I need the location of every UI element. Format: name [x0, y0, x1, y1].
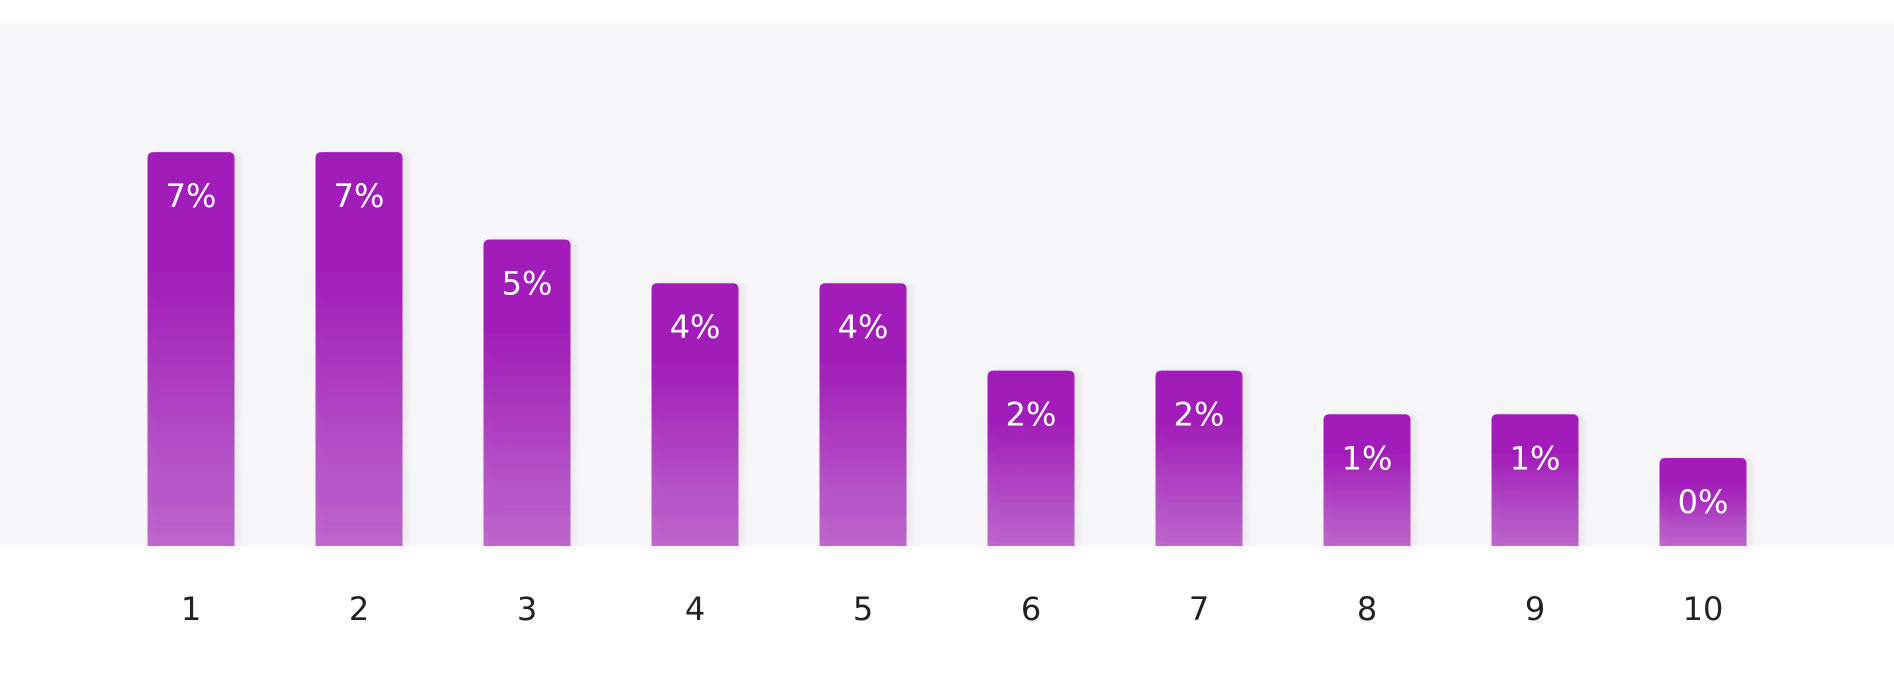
bar [483, 239, 571, 546]
value-label: 5% [502, 265, 553, 303]
bar [1659, 458, 1747, 546]
value-label: 0% [1678, 483, 1729, 521]
x-tick-label: 6 [1021, 590, 1041, 628]
plot-background [0, 22, 1894, 546]
x-tick-label: 5 [853, 590, 873, 628]
bar [651, 283, 739, 546]
value-label: 7% [334, 177, 385, 215]
value-label: 2% [1174, 396, 1225, 434]
x-tick-label: 7 [1189, 590, 1209, 628]
bar [315, 152, 403, 546]
x-tick-label: 3 [517, 590, 537, 628]
x-tick-label: 8 [1357, 590, 1377, 628]
x-tick-label: 1 [181, 590, 201, 628]
value-label: 4% [838, 308, 889, 346]
value-label: 1% [1510, 439, 1561, 477]
x-tick-label: 9 [1525, 590, 1545, 628]
x-tick-label: 2 [349, 590, 369, 628]
bar [987, 370, 1075, 546]
bar [1323, 414, 1411, 546]
bar [1491, 414, 1579, 546]
value-label: 2% [1006, 396, 1057, 434]
x-tick-label: 4 [685, 590, 705, 628]
value-label: 1% [1342, 439, 1393, 477]
x-tick-label: 10 [1683, 590, 1724, 628]
bar [147, 152, 235, 546]
bar [819, 283, 907, 546]
value-label: 7% [166, 177, 217, 215]
value-label: 4% [670, 308, 721, 346]
bar [1155, 370, 1243, 546]
